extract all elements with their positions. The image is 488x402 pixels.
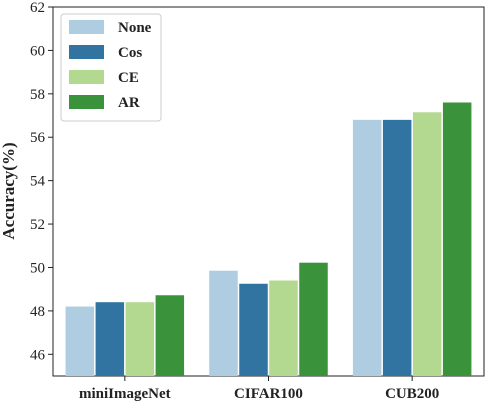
bars-group — [65, 102, 472, 376]
y-tick-label: 62 — [30, 0, 45, 16]
bar-none-cub200 — [352, 119, 382, 376]
legend-swatch-ce — [69, 70, 104, 84]
bar-cos-miniimagenet — [95, 302, 125, 376]
bar-ar-cifar100 — [299, 262, 328, 376]
bar-ce-cifar100 — [269, 280, 298, 376]
bar-ar-cub200 — [442, 102, 472, 376]
legend-label-none: None — [118, 20, 152, 36]
y-tick-label: 60 — [30, 43, 45, 59]
bar-ce-miniimagenet — [125, 302, 155, 376]
bar-none-miniimagenet — [65, 306, 95, 376]
legend-swatch-none — [69, 20, 104, 34]
y-axis-title: Accuracy(%) — [0, 142, 18, 239]
y-axis-ticks: 46 48 50 52 54 56 58 60 62 — [30, 0, 53, 363]
legend-label-cos: Cos — [118, 45, 142, 61]
y-tick-label: 50 — [30, 260, 45, 276]
legend-label-ar: AR — [118, 95, 140, 111]
y-tick-label: 54 — [30, 174, 46, 190]
legend-label-ce: CE — [118, 70, 139, 86]
bar-cos-cub200 — [382, 119, 412, 376]
y-tick-label: 56 — [30, 130, 46, 146]
bar-none-cifar100 — [209, 270, 238, 376]
legend: None Cos CE AR — [60, 13, 162, 122]
y-tick-label: 46 — [30, 347, 46, 363]
legend-box — [60, 13, 162, 122]
bar-ar-miniimagenet — [155, 295, 185, 376]
x-axis-ticks: miniImageNet CIFAR100 CUB200 — [79, 376, 439, 402]
x-tick-label: CUB200 — [385, 386, 439, 402]
x-tick-label: miniImageNet — [79, 386, 171, 402]
bar-ce-cub200 — [412, 112, 442, 376]
legend-swatch-ar — [69, 95, 104, 109]
bar-cos-cifar100 — [239, 283, 268, 376]
y-tick-label: 48 — [30, 304, 45, 320]
x-tick-label: CIFAR100 — [234, 386, 303, 402]
y-tick-label: 58 — [30, 87, 45, 103]
y-tick-label: 52 — [30, 217, 45, 233]
legend-swatch-cos — [69, 45, 104, 59]
